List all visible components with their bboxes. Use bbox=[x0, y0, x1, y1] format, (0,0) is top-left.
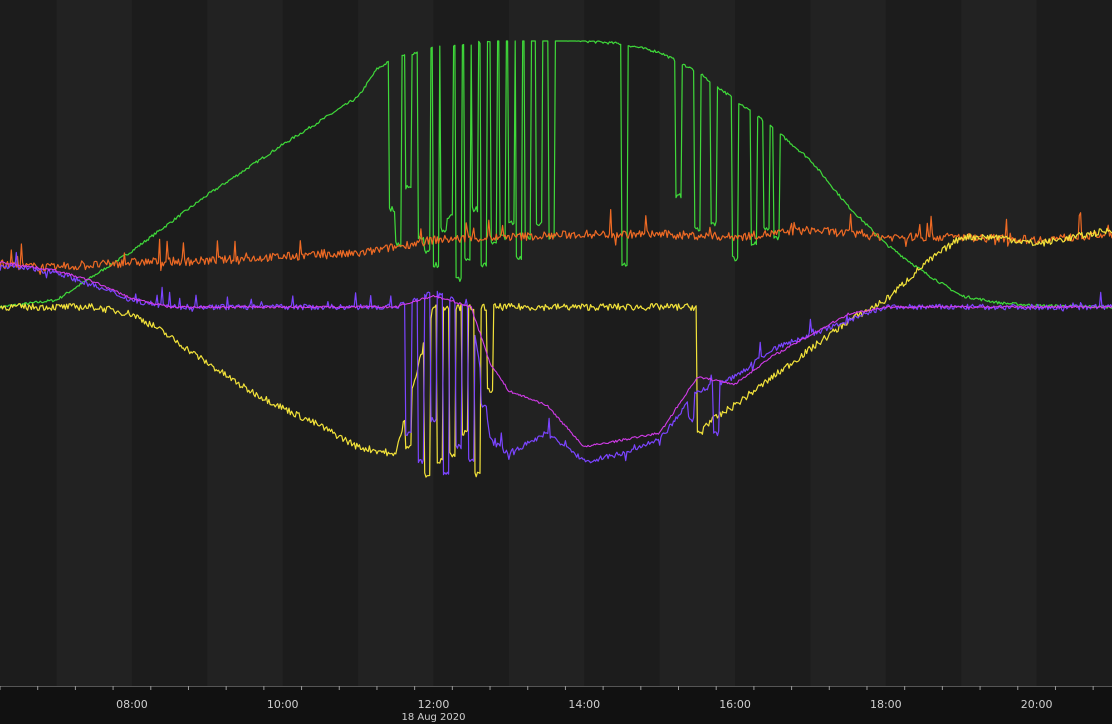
series-layer bbox=[0, 40, 1112, 478]
x-axis: 08:00 10:00 12:00 14:00 16:00 18:00 20:00 18 A… bbox=[0, 686, 1112, 724]
background-band bbox=[961, 0, 1037, 686]
background-bands bbox=[0, 0, 1112, 686]
x-tick-label: 20:00 bbox=[1021, 698, 1053, 711]
x-tick-label: 14:00 bbox=[568, 698, 600, 711]
x-axis-bar bbox=[0, 686, 1112, 724]
x-tick-label: 08:00 bbox=[116, 698, 148, 711]
background-band bbox=[659, 0, 736, 686]
series-blue-line bbox=[0, 251, 1112, 476]
background-band bbox=[508, 0, 585, 686]
x-tick-label: 16:00 bbox=[719, 698, 751, 711]
series-yellow-line bbox=[0, 227, 1112, 478]
x-tick-label: 18:00 bbox=[870, 698, 902, 711]
background-band bbox=[358, 0, 434, 686]
series-orange-line bbox=[0, 209, 1112, 275]
background-band bbox=[56, 0, 132, 686]
background-band bbox=[207, 0, 283, 686]
series-green-line bbox=[0, 40, 1112, 309]
x-tick-label: 10:00 bbox=[267, 698, 299, 711]
x-axis-ticks: 08:00 10:00 12:00 14:00 16:00 18:00 20:00 bbox=[0, 686, 1112, 711]
background-band bbox=[810, 0, 886, 686]
x-axis-date-label: 18 Aug 2020 bbox=[401, 712, 465, 723]
series-magenta-line bbox=[0, 261, 1112, 448]
x-tick-label: 12:00 bbox=[418, 698, 450, 711]
